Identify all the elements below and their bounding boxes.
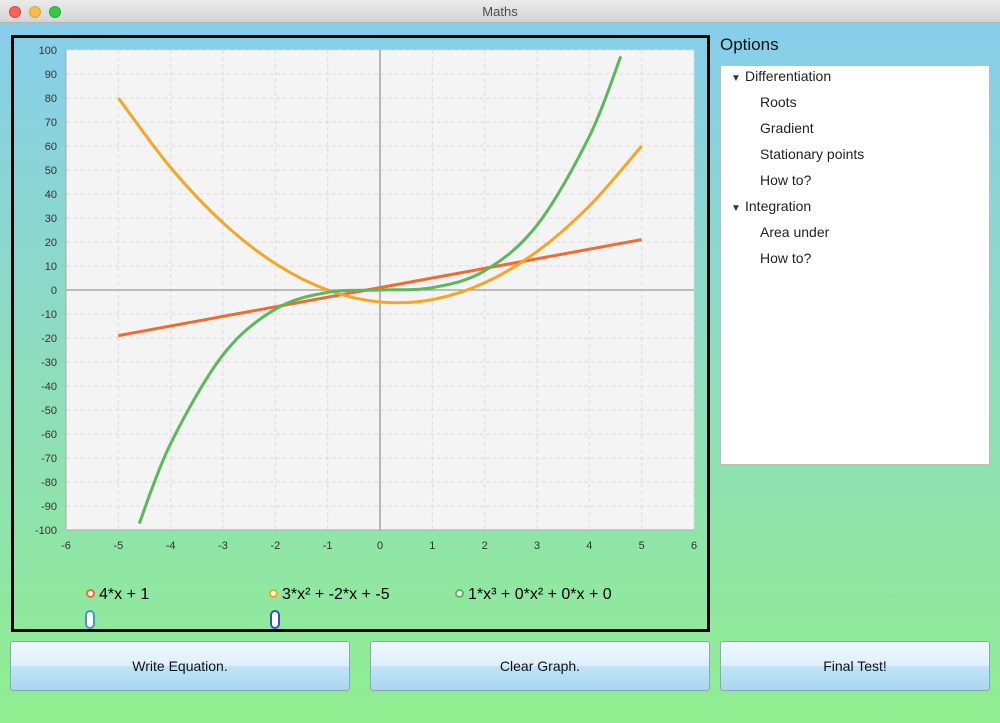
legend-symbol-cubic — [455, 589, 464, 598]
y-tick-label: 100 — [39, 45, 57, 57]
x-tick-label: 3 — [534, 540, 540, 552]
series-line-3 — [137, 55, 623, 525]
main-content: -100 -90 -80 -70 -60 -50 -40 -30 -20 -10 0 10 20 30 40… — [0, 23, 1000, 723]
y-tick-label: -90 — [41, 501, 57, 513]
tree-group-integration[interactable]: ▼ Integration — [731, 198, 811, 220]
x-tick-label: -1 — [323, 540, 333, 552]
clear-graph-button[interactable]: Clear Graph. — [370, 641, 710, 691]
legend-label-cubic: 1*x³ + 0*x² + 0*x + 0 — [468, 586, 612, 603]
y-tick-label: 10 — [45, 261, 57, 273]
x-tick-label: 6 — [691, 540, 697, 552]
line-chart: -100-90-80-70-60-50-40-30-20-10010203040… — [35, 45, 697, 552]
tree-group-differentiation[interactable]: ▼ Differentiation — [731, 68, 831, 90]
y-tick-label: 80 — [45, 93, 57, 105]
series-line-2 — [117, 97, 643, 305]
series-line-1 — [118, 238, 642, 338]
x-tick-label: -4 — [166, 540, 176, 552]
x-tick-label: 4 — [586, 540, 592, 552]
y-tick-label: -100 — [35, 525, 57, 537]
legend-symbol-quadratic — [269, 589, 278, 598]
legend-item-linear: 4*x + 1 — [86, 586, 149, 606]
tree-item-integration-how-to[interactable]: How to? — [760, 250, 812, 266]
x-tick-label: -6 — [61, 540, 71, 552]
tree-item-gradient[interactable]: Gradient — [760, 120, 814, 136]
y-tick-label: 90 — [45, 69, 57, 81]
x-tick-label: -2 — [270, 540, 280, 552]
minimize-window-button[interactable] — [29, 6, 41, 18]
tree-item-roots[interactable]: Roots — [760, 94, 797, 110]
final-test-button[interactable]: Final Test! — [720, 641, 990, 691]
expand-arrow-icon[interactable]: ▼ — [731, 203, 741, 214]
maximize-window-button[interactable] — [49, 6, 61, 18]
legend-item-cubic: 1*x³ + 0*x² + 0*x + 0 — [455, 586, 612, 606]
y-tick-label: 50 — [45, 165, 57, 177]
series-toggle-2[interactable] — [270, 610, 280, 629]
y-tick-label: 40 — [45, 189, 57, 201]
legend-label-quadratic: 3*x² + -2*x + -5 — [282, 586, 390, 603]
graph-panel: -100 -90 -80 -70 -60 -50 -40 -30 -20 -10 0 10 20 30 40… — [11, 35, 710, 632]
legend-label-linear: 4*x + 1 — [99, 586, 150, 603]
tree-item-area-under[interactable]: Area under — [760, 224, 830, 240]
y-tick-label: -10 — [41, 309, 57, 321]
x-tick-label: -5 — [113, 540, 123, 552]
y-tick-label: 20 — [45, 237, 57, 249]
y-tick-label: -50 — [41, 405, 57, 417]
x-tick-label: -3 — [218, 540, 228, 552]
y-tick-label: -70 — [41, 453, 57, 465]
y-tick-label: 0 — [51, 285, 57, 297]
tree-group-label: Differentiation — [745, 68, 832, 84]
y-tick-label: 60 — [45, 141, 57, 153]
tree-item-differentiation-how-to[interactable]: How to? — [760, 172, 812, 188]
y-tick-label: 70 — [45, 117, 57, 129]
x-tick-label: 2 — [482, 540, 488, 552]
y-tick-label: -20 — [41, 333, 57, 345]
y-tick-label: -60 — [41, 429, 57, 441]
close-window-button[interactable] — [9, 6, 21, 18]
x-tick-label: 0 — [377, 540, 383, 552]
y-tick-label: -40 — [41, 381, 57, 393]
write-equation-button[interactable]: Write Equation. — [10, 641, 350, 691]
y-tick-label: -30 — [41, 357, 57, 369]
options-title: Options — [720, 35, 779, 54]
series-toggle-1[interactable] — [85, 610, 95, 629]
expand-arrow-icon[interactable]: ▼ — [731, 73, 741, 84]
x-tick-label: 5 — [639, 540, 645, 552]
y-tick-label: -80 — [41, 477, 57, 489]
legend-item-quadratic: 3*x² + -2*x + -5 — [269, 586, 390, 606]
options-tree[interactable]: ▼ Differentiation Roots Gradient Stationa… — [720, 65, 990, 465]
legend-symbol-linear — [86, 589, 95, 598]
x-tick-label: 1 — [429, 540, 435, 552]
tree-item-stationary-points[interactable]: Stationary points — [760, 146, 865, 162]
y-tick-label: 30 — [45, 213, 57, 225]
title-bar: Maths — [0, 0, 1000, 23]
tree-group-label: Integration — [745, 198, 812, 214]
window-title: Maths — [482, 4, 518, 19]
